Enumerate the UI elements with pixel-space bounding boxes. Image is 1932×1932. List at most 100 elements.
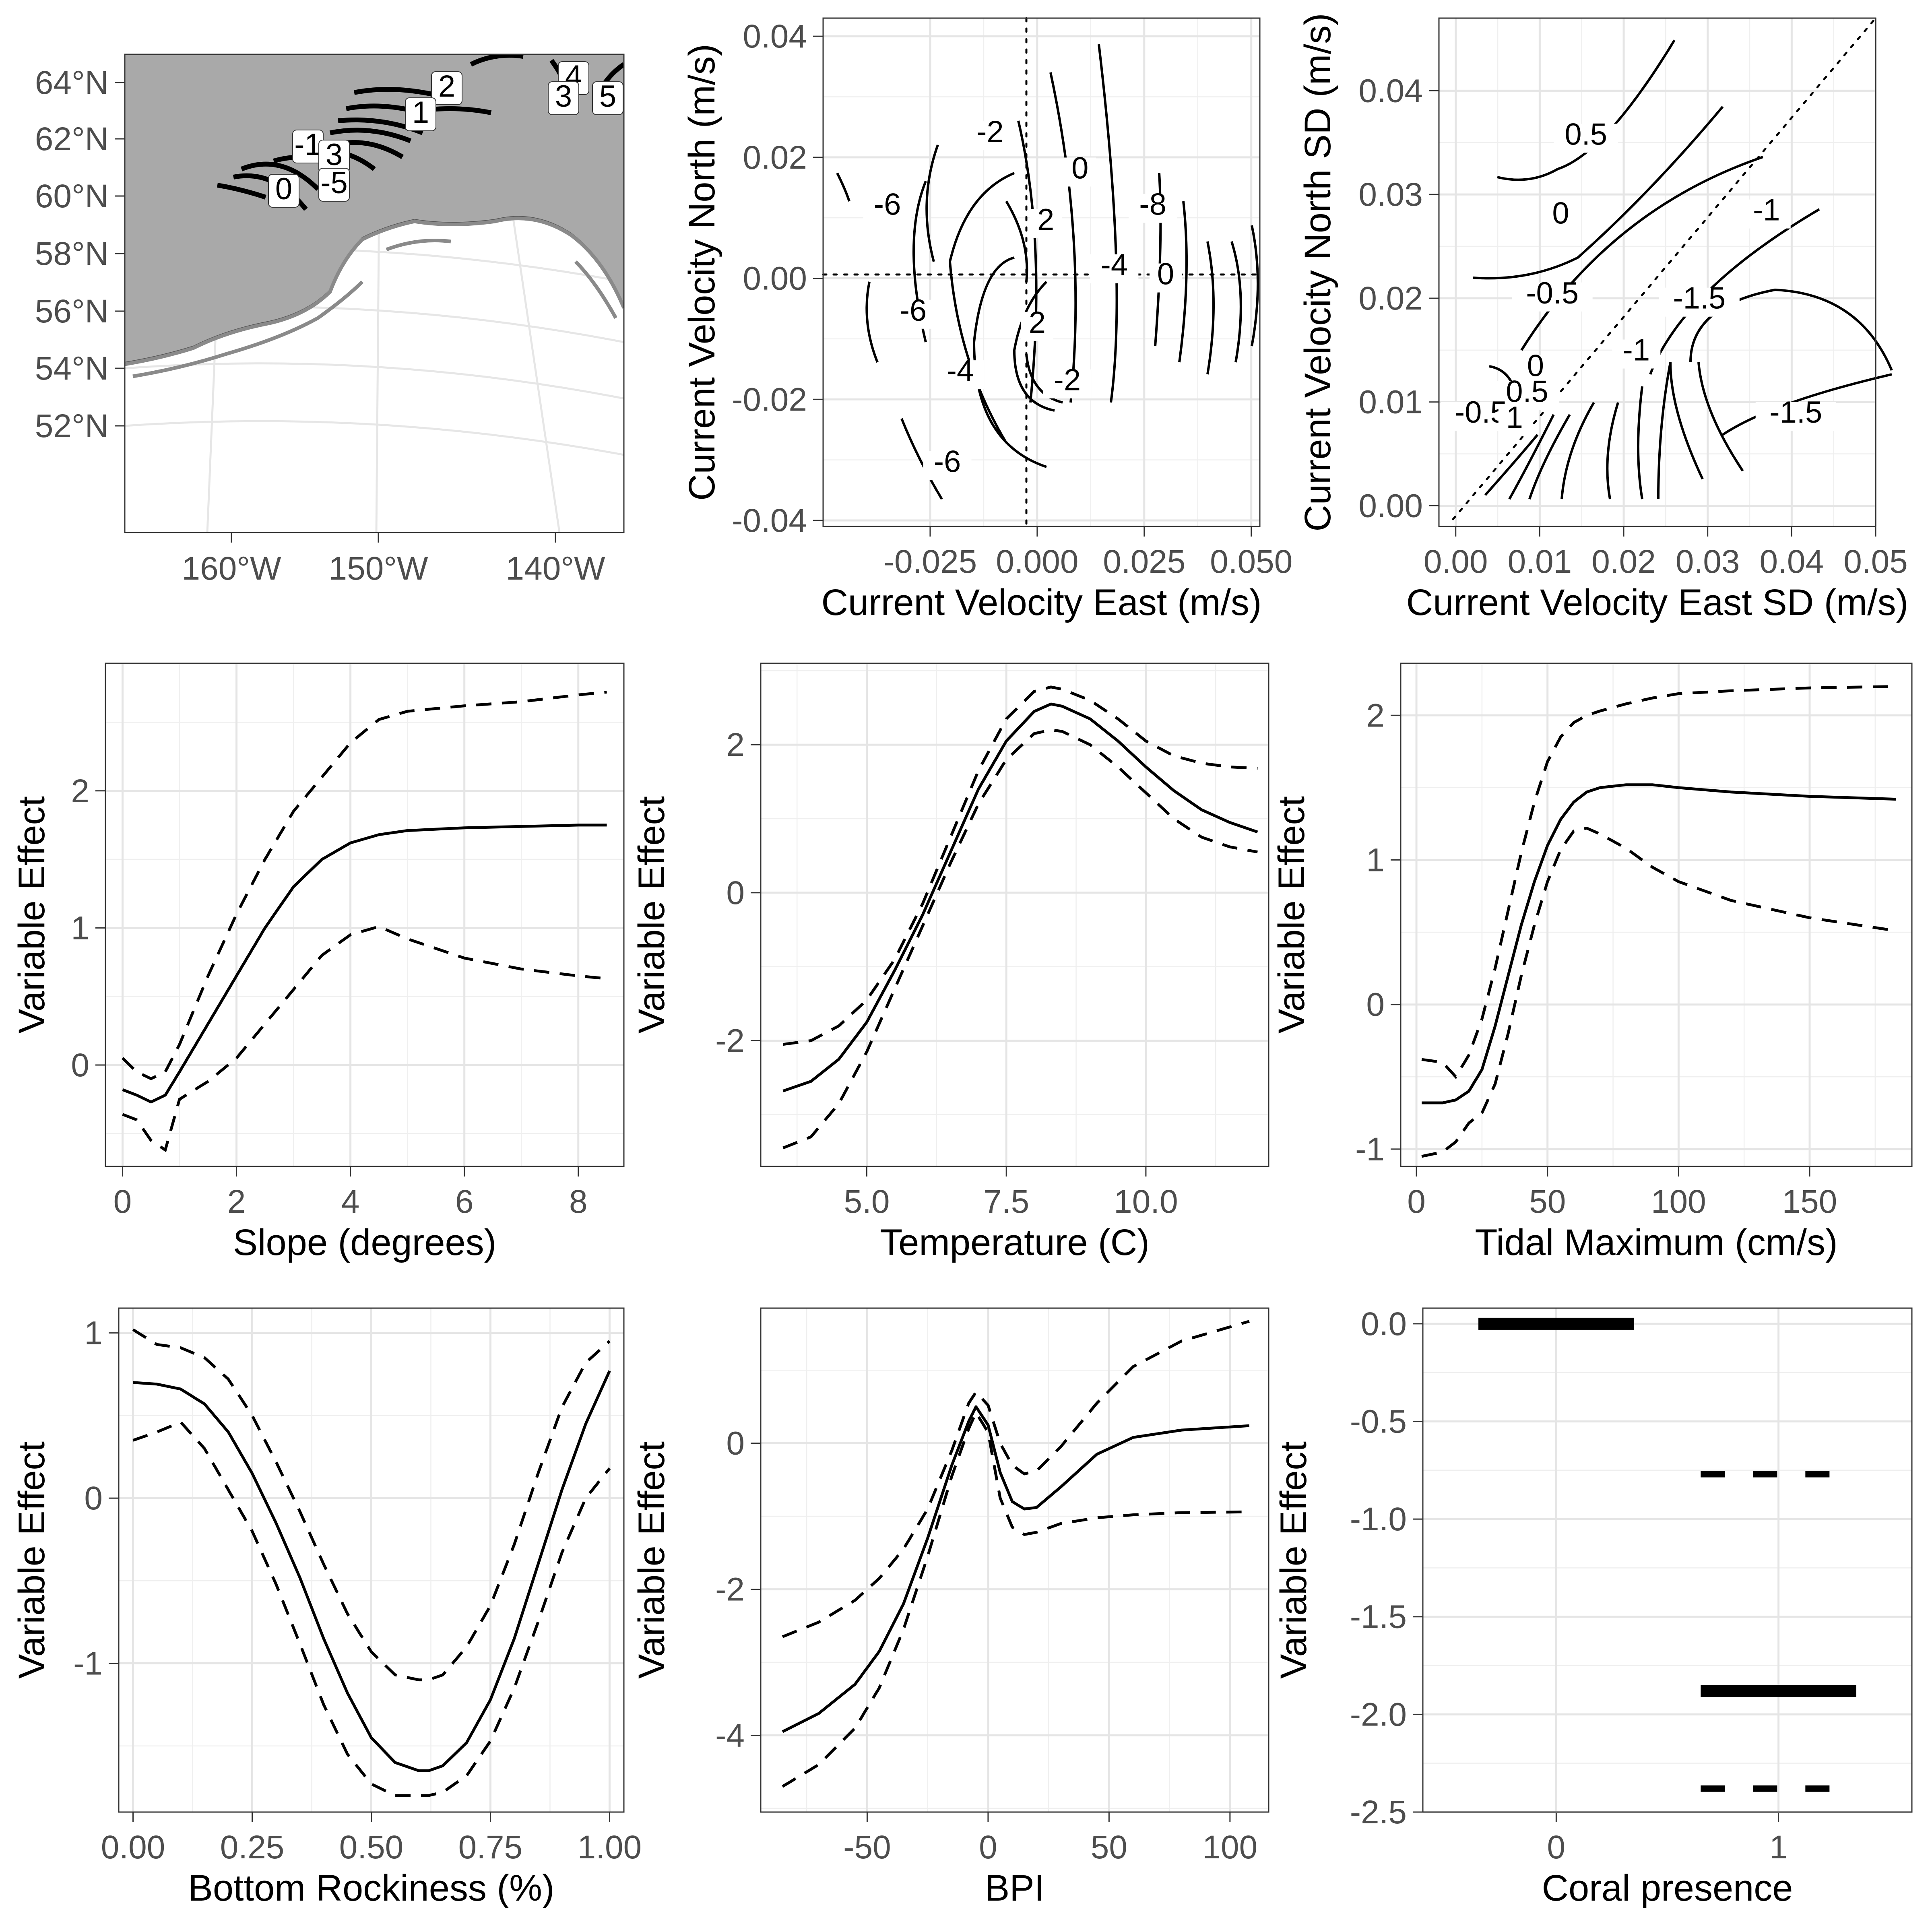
map-contour-label: 1 xyxy=(405,95,436,131)
tidal-maximum-x-tick-label: 50 xyxy=(1529,1183,1566,1220)
current-velocity-x-axis-title: Current Velocity East (m/s) xyxy=(821,582,1261,623)
current-velocity-contour-label-text: -4 xyxy=(947,354,974,388)
map-contour-label: 5 xyxy=(592,79,623,115)
current-velocity-sd-contour-label: -1.5 xyxy=(1755,395,1836,431)
tidal-maximum-fit-line xyxy=(1422,783,1897,1104)
current-velocity-contour-label: 2 xyxy=(1030,202,1062,238)
current-velocity-sd-contour-label: -0.5 xyxy=(1512,276,1593,312)
temperature-lower-ci-line xyxy=(782,728,1258,1150)
current-velocity-y-tick-label: -0.02 xyxy=(732,381,807,418)
coral-presence-x-axis-title: Coral presence xyxy=(1542,1868,1793,1909)
bpi-x-tick-label: 100 xyxy=(1202,1829,1257,1866)
current-velocity-sd-contour-label: -1 xyxy=(1742,193,1791,229)
current-velocity-contours xyxy=(836,44,1259,500)
bottom-rockiness-y-tick-label: 0 xyxy=(84,1480,103,1517)
map-y-tick-label: 56°N xyxy=(35,293,109,330)
coral-presence-y-tick-label: -0.5 xyxy=(1350,1403,1407,1440)
current-velocity-sd-x-tick-label: 0.02 xyxy=(1591,543,1656,580)
current-velocity-sd-y-tick-label: 0.04 xyxy=(1358,72,1423,109)
current-velocity-contour-label-text: -2 xyxy=(1054,363,1081,397)
current-velocity-contour-label: -4 xyxy=(1090,248,1139,284)
current-velocity-sd-x-tick-label: 0.01 xyxy=(1508,543,1572,580)
tidal-maximum-y-tick-label: -1 xyxy=(1355,1131,1385,1168)
bpi-y-tick-label: 0 xyxy=(726,1425,745,1462)
current-velocity-sd-x-tick-label: 0.04 xyxy=(1760,543,1824,580)
map-y-tick-label: 64°N xyxy=(35,64,109,101)
tidal-maximum-upper-ci-line xyxy=(1421,685,1896,1080)
coral-presence-y-tick-label: 0.0 xyxy=(1361,1306,1407,1342)
slope-upper-ci-line xyxy=(122,691,607,1080)
current-velocity-contour-label: -6 xyxy=(889,293,937,329)
current-velocity-contour-label-text: -6 xyxy=(934,445,961,479)
current-velocity-contour-label-text: -4 xyxy=(1101,248,1128,282)
bpi-y-tick-label: -4 xyxy=(715,1717,745,1754)
current-velocity-contour-label-text: -6 xyxy=(900,293,927,328)
slope-y-tick-label: 2 xyxy=(71,773,89,809)
current-velocity-contour-label: -4 xyxy=(936,354,985,390)
current-velocity-sd-x-tick-label: 0.05 xyxy=(1843,543,1908,580)
map-contour-label-text: 3 xyxy=(326,138,343,172)
slope-x-tick-label: 2 xyxy=(227,1183,246,1220)
current-velocity-sd-y-tick-label: 0.03 xyxy=(1358,176,1423,213)
bpi-x-axis-title: BPI xyxy=(985,1868,1044,1909)
tidal-maximum-lower-ci-line xyxy=(1421,826,1897,1158)
current-velocity-sd-contour-label-text: -1 xyxy=(1623,333,1650,367)
map-y-tick-label: 60°N xyxy=(35,178,109,215)
map-contour-label: 0 xyxy=(268,172,299,208)
current-velocity-sd-contour-label: -1 xyxy=(1612,333,1661,369)
slope-x-tick-label: 0 xyxy=(114,1183,132,1220)
current-velocity-sd-contour-label-text: 0 xyxy=(1527,349,1544,383)
map-x-tick-label: 160°W xyxy=(182,550,281,587)
zero-reference-lines xyxy=(822,17,1261,528)
coral-presence-y-axis-title: Variable Effect xyxy=(1273,1441,1314,1679)
current-velocity-y-axis-title: Current Velocity North (m/s) xyxy=(681,44,722,501)
tidal-maximum-x-tick-label: 0 xyxy=(1407,1183,1426,1220)
current-velocity-sd-contour-label: 0 xyxy=(1544,196,1577,232)
map-contour-label: 3 xyxy=(548,79,579,115)
coral-presence-panel: 0 1 0.0 -0.5 -1.0 -1.5 -2.0 -2.5 Coral presence V… xyxy=(1273,1306,1913,1909)
tidal-maximum-x-axis-title: Tidal Maximum (cm/s) xyxy=(1475,1222,1837,1263)
temperature-x-tick-label: 7.5 xyxy=(983,1183,1029,1220)
bottom-rockiness-x-axis-title: Bottom Rockiness (%) xyxy=(188,1868,554,1909)
current-velocity-sd-x-tick-label: 0.03 xyxy=(1676,543,1740,580)
map-contour-label: -1 xyxy=(292,128,324,163)
bpi-y-axis-title: Variable Effect xyxy=(631,1441,672,1679)
current-velocity-contour-label: 2 xyxy=(1021,305,1053,341)
current-velocity-sd-y-tick-label: 0.00 xyxy=(1358,487,1423,524)
current-velocity-contour-label: 0 xyxy=(1149,257,1182,293)
current-velocity-sd-contour-label-text: -1.5 xyxy=(1673,281,1726,316)
current-velocity-sd-x-axis-title: Current Velocity East SD (m/s) xyxy=(1406,582,1908,623)
bottom-rockiness-x-tick-label: 0.00 xyxy=(101,1829,165,1866)
map-contour-label: 2 xyxy=(431,69,462,105)
map-contour-labels: 21-1 30 -543 5 xyxy=(268,59,623,208)
map-contour-label-text: 2 xyxy=(438,69,455,103)
coastline xyxy=(125,217,624,378)
identity-line xyxy=(1452,17,1877,520)
tidal-maximum-x-tick-label: 100 xyxy=(1651,1183,1706,1220)
map-x-tick-label: 140°W xyxy=(506,550,605,587)
current-velocity-sd-contour-label: 0 xyxy=(1519,349,1552,384)
bottom-rockiness-panel: 0.00 0.25 0.50 0.75 1.00 1 0 -1 Bottom Rockiness… xyxy=(11,1307,642,1909)
slope-lower-ci-line xyxy=(122,925,607,1152)
current-velocity-sd-contour-label-text: -0.5 xyxy=(1526,276,1579,310)
slope-x-tick-label: 4 xyxy=(341,1183,360,1220)
tidal-maximum-x-tick-label: 150 xyxy=(1782,1183,1837,1220)
temperature-fit-line xyxy=(782,702,1258,1092)
coral-presence-x-tick-label: 1 xyxy=(1769,1829,1788,1866)
map-contour-label-text: 3 xyxy=(555,79,572,114)
slope-x-tick-label: 6 xyxy=(455,1183,474,1220)
bpi-x-tick-label: 50 xyxy=(1091,1829,1127,1866)
current-velocity-sd-contour-label-text: 0.5 xyxy=(1565,117,1607,151)
current-velocity-y-tick-label: 0.04 xyxy=(743,18,807,55)
current-velocity-x-tick-label: 0.050 xyxy=(1210,543,1292,580)
current-velocity-sd-contour-label-text: 0 xyxy=(1552,196,1569,230)
bpi-lower-ci-line xyxy=(782,1410,1249,1788)
bottom-rockiness-x-tick-label: 0.25 xyxy=(220,1829,285,1866)
map-contour-label-text: 5 xyxy=(599,79,616,114)
current-velocity-x-tick-label: 0.025 xyxy=(1103,543,1185,580)
bpi-y-tick-label: -2 xyxy=(715,1571,745,1608)
slope-y-tick-label: 0 xyxy=(71,1047,89,1084)
current-velocity-contour-label-text: 0 xyxy=(1071,151,1088,185)
